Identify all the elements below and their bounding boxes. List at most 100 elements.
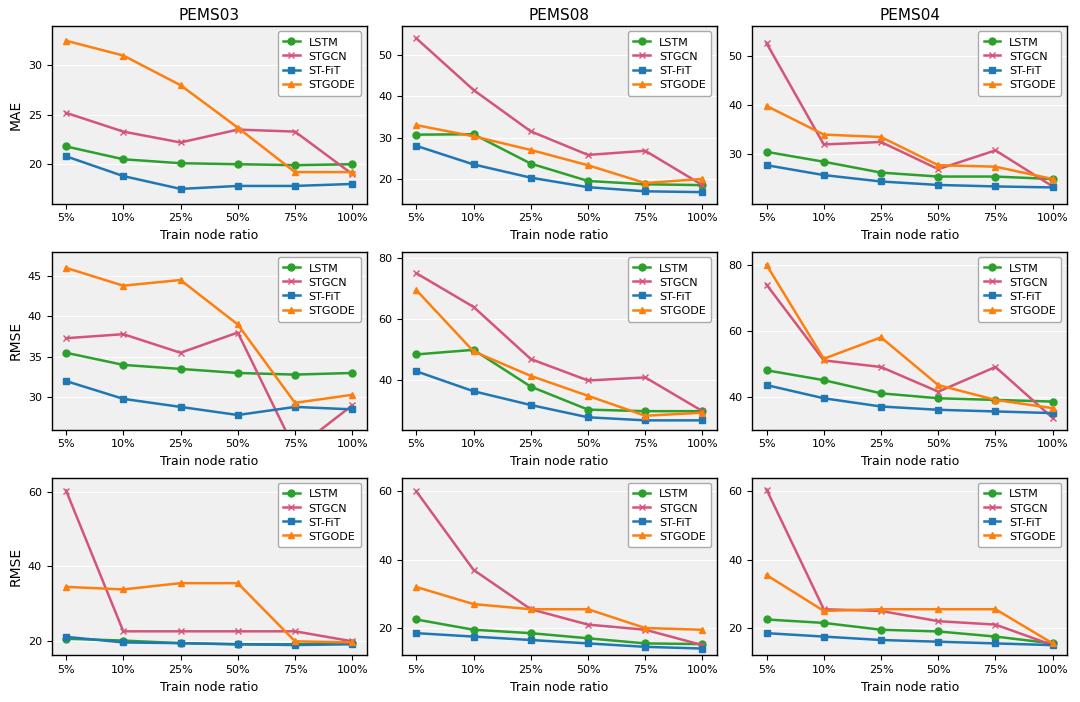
Legend: LSTM, STGCN, ST-FiT, STGODE: LSTM, STGCN, ST-FiT, STGODE — [627, 257, 712, 322]
ST-FiT — [346, 405, 359, 413]
X-axis label: Train node ratio: Train node ratio — [160, 681, 258, 694]
LSTM — [818, 618, 831, 627]
STGODE — [932, 381, 945, 390]
LSTM — [174, 159, 187, 168]
Line: STGODE: STGODE — [63, 37, 355, 176]
STGCN — [409, 487, 422, 496]
STGCN — [696, 181, 708, 190]
STGCN — [875, 607, 888, 615]
STGCN — [524, 355, 537, 363]
Title: PEMS03: PEMS03 — [178, 8, 240, 23]
Line: ST-FiT: ST-FiT — [764, 161, 1056, 191]
LSTM — [818, 376, 831, 385]
STGCN — [818, 140, 831, 149]
Line: ST-FiT: ST-FiT — [764, 382, 1056, 416]
ST-FiT — [174, 403, 187, 411]
LSTM — [346, 639, 359, 647]
Line: STGCN: STGCN — [764, 40, 1056, 190]
STGCN — [760, 39, 773, 48]
Legend: LSTM, STGCN, ST-FiT, STGODE: LSTM, STGCN, ST-FiT, STGODE — [627, 32, 712, 95]
ST-FiT — [875, 402, 888, 411]
Y-axis label: MAE: MAE — [9, 100, 23, 130]
Line: LSTM: LSTM — [413, 616, 706, 647]
Line: STGODE: STGODE — [764, 261, 1056, 411]
STGCN — [875, 138, 888, 146]
ST-FiT — [409, 367, 422, 376]
ST-FiT — [231, 182, 244, 190]
STGODE — [932, 161, 945, 169]
ST-FiT — [760, 629, 773, 637]
STGODE — [231, 320, 244, 329]
STGODE — [581, 605, 594, 614]
LSTM — [174, 365, 187, 373]
LSTM — [932, 628, 945, 636]
STGCN — [59, 334, 72, 343]
STGODE — [524, 605, 537, 614]
ST-FiT — [59, 377, 72, 385]
STGCN — [1047, 183, 1059, 191]
ST-FiT — [581, 183, 594, 192]
ST-FiT — [989, 183, 1002, 191]
Line: ST-FiT: ST-FiT — [63, 153, 355, 192]
Line: STGODE: STGODE — [413, 286, 706, 419]
ST-FiT — [638, 416, 651, 425]
LSTM — [932, 394, 945, 402]
LSTM — [117, 155, 130, 164]
ST-FiT — [117, 172, 130, 180]
ST-FiT — [409, 629, 422, 637]
LSTM — [346, 369, 359, 377]
X-axis label: Train node ratio: Train node ratio — [861, 455, 959, 468]
LSTM — [638, 407, 651, 416]
STGCN — [932, 388, 945, 396]
STGODE — [875, 133, 888, 141]
LSTM — [409, 350, 422, 359]
STGODE — [288, 637, 301, 646]
LSTM — [288, 371, 301, 379]
ST-FiT — [989, 640, 1002, 648]
Line: ST-FiT: ST-FiT — [413, 630, 706, 652]
STGODE — [818, 607, 831, 615]
LSTM — [989, 396, 1002, 404]
STGODE — [760, 571, 773, 579]
STGCN — [467, 86, 480, 94]
LSTM — [288, 640, 301, 649]
STGCN — [59, 109, 72, 117]
Line: STGODE: STGODE — [764, 571, 1056, 647]
LSTM — [989, 633, 1002, 641]
LSTM — [231, 160, 244, 168]
ST-FiT — [932, 180, 945, 189]
LSTM — [524, 159, 537, 168]
LSTM — [59, 635, 72, 643]
Line: STGODE: STGODE — [413, 583, 706, 633]
LSTM — [231, 369, 244, 377]
ST-FiT — [696, 188, 708, 197]
Line: LSTM: LSTM — [764, 367, 1056, 405]
STGCN — [346, 637, 359, 646]
Line: STGODE: STGODE — [63, 580, 355, 646]
Line: LSTM: LSTM — [413, 346, 706, 415]
ST-FiT — [346, 640, 359, 649]
LSTM — [346, 160, 359, 168]
ST-FiT — [174, 185, 187, 193]
STGODE — [818, 355, 831, 363]
LSTM — [875, 625, 888, 634]
STGCN — [638, 625, 651, 634]
ST-FiT — [524, 173, 537, 182]
LSTM — [59, 349, 72, 357]
STGODE — [231, 124, 244, 132]
STGCN — [409, 34, 422, 43]
STGCN — [524, 127, 537, 135]
STGODE — [231, 579, 244, 588]
STGODE — [875, 605, 888, 614]
Line: LSTM: LSTM — [63, 143, 355, 168]
Line: STGCN: STGCN — [63, 329, 355, 453]
ST-FiT — [932, 406, 945, 414]
STGCN — [288, 127, 301, 135]
ST-FiT — [581, 413, 594, 421]
STGODE — [117, 282, 130, 290]
Line: ST-FiT: ST-FiT — [63, 378, 355, 418]
STGODE — [638, 179, 651, 187]
LSTM — [760, 615, 773, 623]
LSTM — [231, 640, 244, 649]
Title: PEMS04: PEMS04 — [879, 8, 940, 23]
